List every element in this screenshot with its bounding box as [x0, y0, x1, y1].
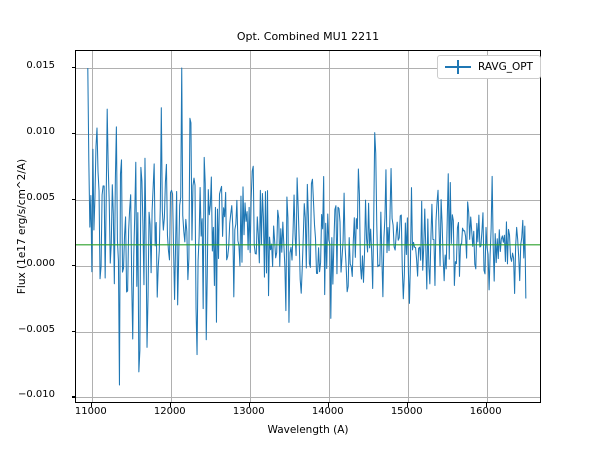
legend[interactable]: RAVG_OPT	[437, 55, 541, 79]
gridline-horizontal	[76, 134, 540, 135]
gridline-horizontal	[76, 265, 540, 267]
gridline-vertical	[328, 51, 330, 402]
data-series-layer	[76, 51, 540, 402]
y-axis-label: Flux (1e17 erg/s/cm^2/A)	[16, 158, 28, 295]
x-tick-mark	[406, 403, 408, 407]
y-tick-mark	[71, 330, 75, 332]
plot-axes	[75, 50, 541, 403]
x-tick-label: 12000	[153, 406, 186, 417]
x-axis-label: Wavelength (A)	[267, 424, 349, 436]
x-tick-mark	[327, 403, 329, 407]
gridline-horizontal	[76, 397, 540, 399]
gridline-horizontal	[76, 331, 540, 333]
gridline-vertical	[407, 51, 409, 402]
y-tick-label: 0.005	[26, 191, 55, 203]
legend-errorbar-icon	[445, 60, 471, 74]
y-tick-label: −0.005	[17, 323, 55, 335]
y-tick-mark	[71, 396, 75, 398]
gridline-vertical	[170, 51, 172, 402]
y-tick-mark	[71, 198, 75, 200]
y-tick-label: 0.015	[26, 60, 55, 72]
series-line-ravg-opt	[87, 67, 527, 386]
legend-item-label: RAVG_OPT	[478, 61, 533, 73]
x-tick-label: 11000	[74, 406, 107, 417]
x-tick-mark	[485, 403, 487, 407]
y-tick-mark	[71, 67, 75, 69]
y-tick-label: −0.010	[17, 389, 55, 401]
y-tick-mark	[71, 264, 75, 266]
x-tick-label: 15000	[390, 406, 423, 417]
y-tick-label: 0.000	[26, 257, 55, 269]
x-tick-mark	[90, 403, 92, 407]
x-tick-label: 13000	[232, 406, 265, 417]
x-tick-mark	[248, 403, 250, 407]
gridline-vertical	[486, 51, 488, 402]
y-tick-mark	[71, 132, 75, 135]
x-tick-label: 14000	[311, 406, 344, 417]
y-tick-label: 0.010	[26, 125, 55, 137]
x-tick-label: 16000	[469, 406, 502, 417]
x-tick-mark	[169, 403, 171, 407]
gridline-horizontal	[76, 68, 540, 70]
chart-title: Opt. Combined MU1 2211	[236, 30, 380, 43]
